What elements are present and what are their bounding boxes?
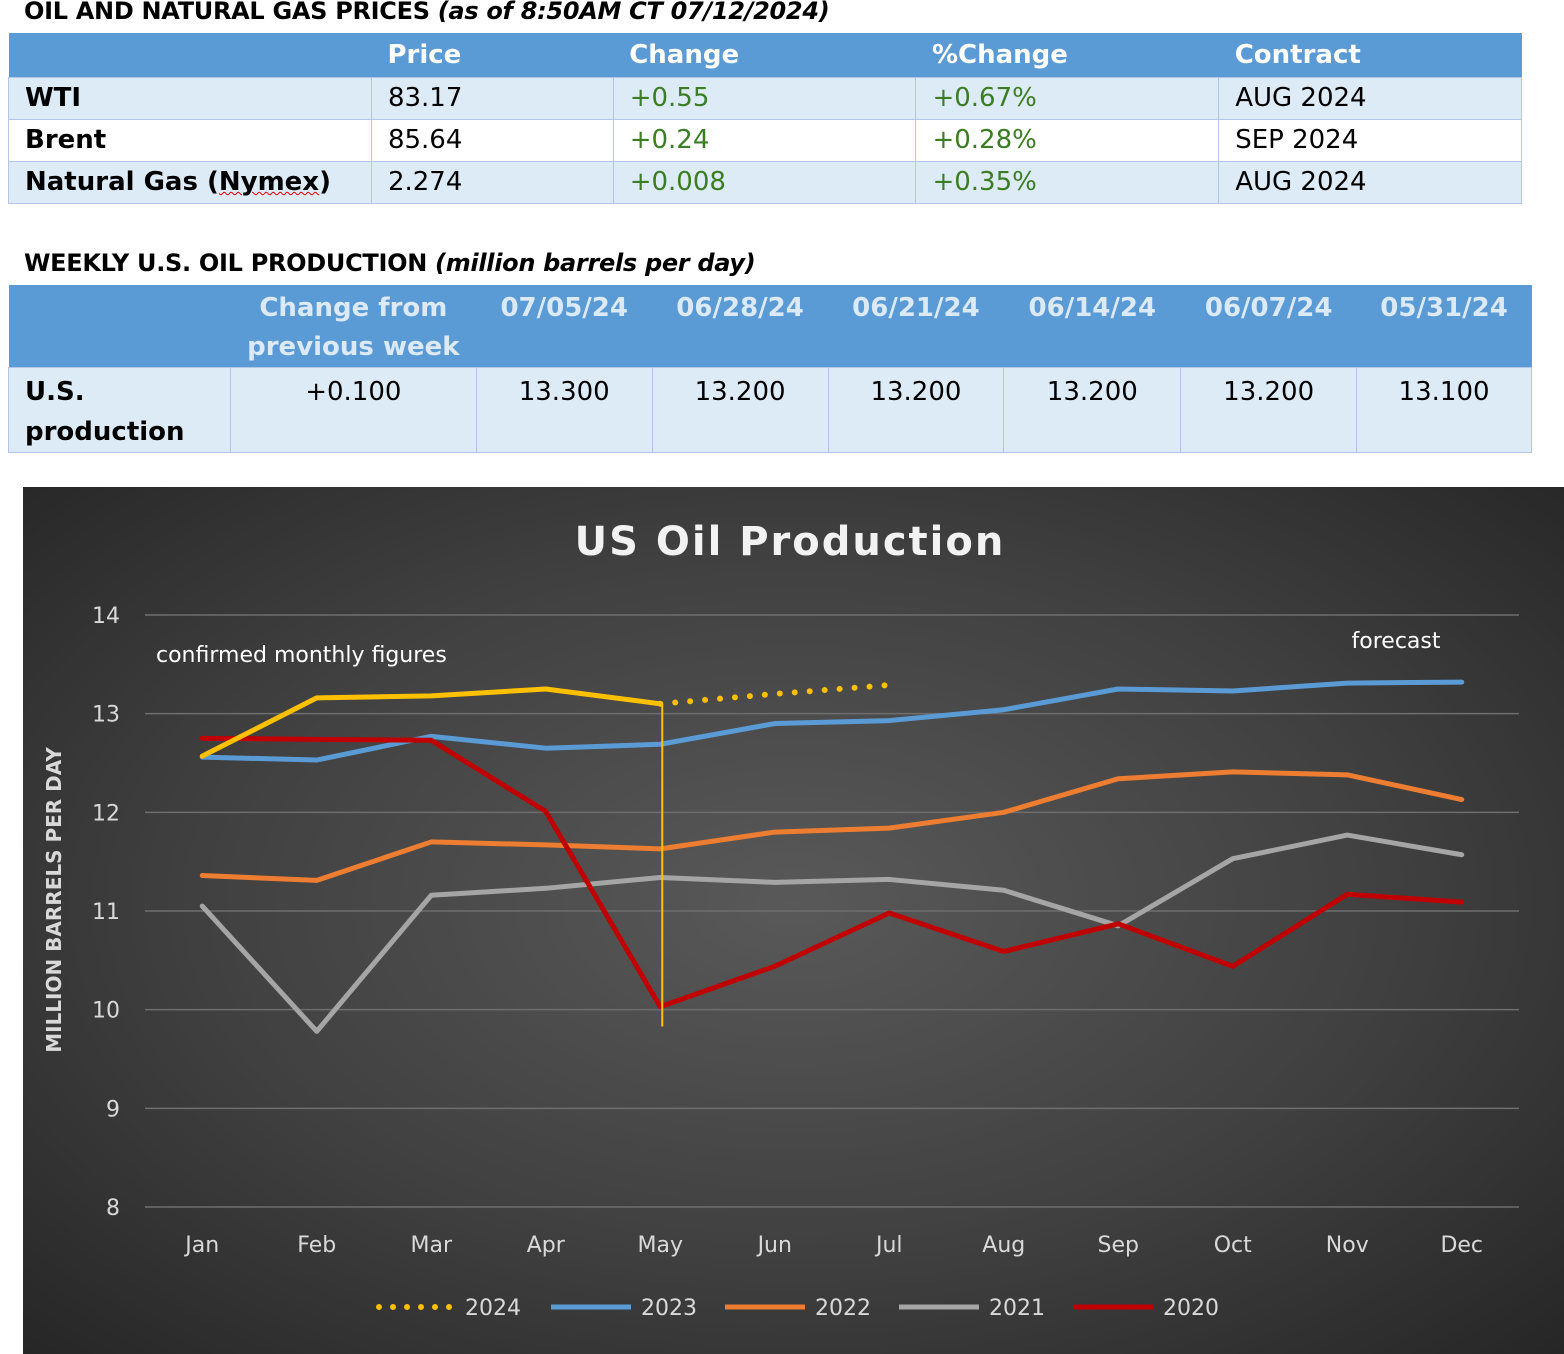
y-tick-label: 9: [106, 1097, 120, 1122]
change-header-line2: previous week: [247, 332, 460, 362]
prices-section-title: OIL AND NATURAL GAS PRICES (as of 8:50AM…: [24, 0, 830, 25]
production-value-cell: 13.200: [1003, 367, 1182, 453]
y-tick-label: 13: [92, 703, 120, 728]
production-col-change: Change from previous week: [230, 285, 476, 368]
x-tick-label: Dec: [1440, 1233, 1483, 1258]
prices-col-change: Change: [629, 39, 740, 70]
production-col-date: 05/31/24: [1380, 293, 1508, 323]
series-line-2022: [199, 769, 1465, 883]
price-cell: 2.274: [370, 160, 614, 204]
commodity-name-suffix: ): [319, 167, 331, 197]
change-cell: +0.24: [612, 118, 917, 162]
production-col-date: 06/07/24: [1204, 293, 1333, 323]
prices-col-contract: Contract: [1234, 39, 1361, 70]
series-line-2023: [199, 679, 1465, 763]
commodity-name: Natural Gas (Nymex): [8, 160, 372, 204]
price-cell: 85.64: [370, 118, 614, 162]
pct-change-cell: +0.28%: [915, 118, 1220, 162]
x-tick-label: Jul: [874, 1233, 903, 1258]
contract-cell: SEP 2024: [1218, 118, 1522, 162]
x-tick-labels: Jan Feb Mar Apr May Jun Jul Aug Sep Oct Nov Dec: [183, 1233, 1483, 1258]
production-header-row: Change from previous week 07/05/24 06/28/…: [8, 285, 1532, 368]
prices-col-pct-change: %Change: [931, 39, 1068, 70]
change-header-line1: Change from: [259, 293, 448, 323]
production-subtitle: (million barrels per day): [435, 249, 756, 277]
y-tick-label: 10: [92, 999, 120, 1024]
pct-change-cell: +0.67%: [915, 76, 1220, 120]
prices-table: Price Change %Change Contract WTI 83.17 …: [8, 33, 1522, 204]
row-label-line1: U.S.: [25, 377, 85, 407]
grid-lines: [145, 614, 1519, 1208]
change-value-cell: +0.100: [229, 367, 477, 453]
table-row: Natural Gas (Nymex) 2.274 +0.008 +0.35% …: [8, 160, 1522, 204]
us-oil-production-chart: US Oil Production MILLION BARRELS PER DA…: [23, 487, 1564, 1354]
production-value-cell: 13.300: [475, 367, 653, 453]
y-tick-label: 14: [92, 604, 120, 629]
production-value-cell: 13.200: [827, 367, 1005, 453]
annotation-confirmed: confirmed monthly figures: [156, 643, 447, 668]
production-value-cell: 13.200: [651, 367, 829, 453]
production-col-date: 06/21/24: [852, 293, 980, 323]
series-line-2021: [199, 832, 1465, 1034]
legend-label: 2023: [641, 1296, 697, 1321]
y-tick-label: 11: [92, 900, 120, 925]
production-col-date: 07/05/24: [500, 293, 628, 323]
commodity-name-flagged: Nymex: [218, 167, 320, 197]
prices-col-empty: [9, 33, 372, 77]
series-line-2024-solid: [199, 686, 663, 759]
production-col-empty: [9, 285, 231, 368]
x-tick-label: Oct: [1214, 1233, 1252, 1258]
prices-col-price: Price: [387, 39, 462, 70]
series-line-2024-dotted: [657, 682, 893, 707]
x-tick-label: Sep: [1098, 1233, 1139, 1258]
production-table: Change from previous week 07/05/24 06/28/…: [8, 285, 1532, 453]
contract-cell: AUG 2024: [1218, 160, 1522, 204]
chart-svg: US Oil Production MILLION BARRELS PER DA…: [42, 519, 1519, 1321]
legend-label: 2024: [465, 1296, 521, 1321]
y-axis-label: MILLION BARRELS PER DAY: [42, 747, 66, 1053]
y-tick-labels: 8 9 10 11 12 13 14: [92, 604, 120, 1221]
production-value-cell: 13.200: [1180, 367, 1358, 453]
legend-label: 2020: [1163, 1296, 1219, 1321]
production-row-label: U.S. production: [8, 367, 231, 453]
production-col-date: 06/28/24: [676, 293, 804, 323]
legend: 2024 2023 2022 2021 2020: [376, 1296, 1219, 1321]
production-section-title: WEEKLY U.S. OIL PRODUCTION (million barr…: [24, 249, 756, 277]
change-cell: +0.008: [612, 160, 917, 204]
legend-label: 2021: [989, 1296, 1045, 1321]
prices-title: OIL AND NATURAL GAS PRICES: [24, 0, 430, 25]
production-title: WEEKLY U.S. OIL PRODUCTION: [24, 249, 427, 277]
table-row: Brent 85.64 +0.24 +0.28% SEP 2024: [8, 118, 1522, 162]
y-tick-label: 8: [106, 1196, 120, 1221]
table-row: U.S. production +0.100 13.300 13.200 13.2…: [8, 367, 1532, 453]
y-tick-label: 12: [92, 801, 120, 826]
series-lines: [199, 679, 1465, 1034]
price-cell: 83.17: [370, 76, 614, 120]
commodity-name: WTI: [8, 76, 372, 120]
commodity-name: Brent: [8, 118, 372, 162]
x-tick-label: Jan: [183, 1233, 219, 1258]
legend-label: 2022: [815, 1296, 871, 1321]
annotation-forecast: forecast: [1352, 629, 1441, 654]
chart-title: US Oil Production: [575, 519, 1006, 565]
production-col-date: 06/14/24: [1028, 293, 1157, 323]
prices-header-row: Price Change %Change Contract: [8, 33, 1522, 77]
change-cell: +0.55: [612, 76, 917, 120]
x-tick-label: Apr: [527, 1233, 566, 1258]
x-tick-label: Mar: [410, 1233, 452, 1258]
contract-cell: AUG 2024: [1218, 76, 1522, 120]
pct-change-cell: +0.35%: [915, 160, 1220, 204]
prices-subtitle: (as of 8:50AM CT 07/12/2024): [437, 0, 830, 25]
row-label-line2: production: [25, 417, 185, 447]
x-tick-label: Aug: [982, 1233, 1025, 1258]
series-line-2020: [199, 735, 1465, 1010]
x-tick-label: Jun: [756, 1233, 792, 1258]
x-tick-label: Feb: [297, 1233, 336, 1258]
commodity-name-prefix: Natural Gas (: [25, 167, 219, 197]
table-row: WTI 83.17 +0.55 +0.67% AUG 2024: [8, 76, 1522, 120]
x-tick-label: May: [638, 1233, 683, 1258]
production-value-cell: 13.100: [1356, 367, 1532, 453]
x-tick-label: Nov: [1326, 1233, 1369, 1258]
